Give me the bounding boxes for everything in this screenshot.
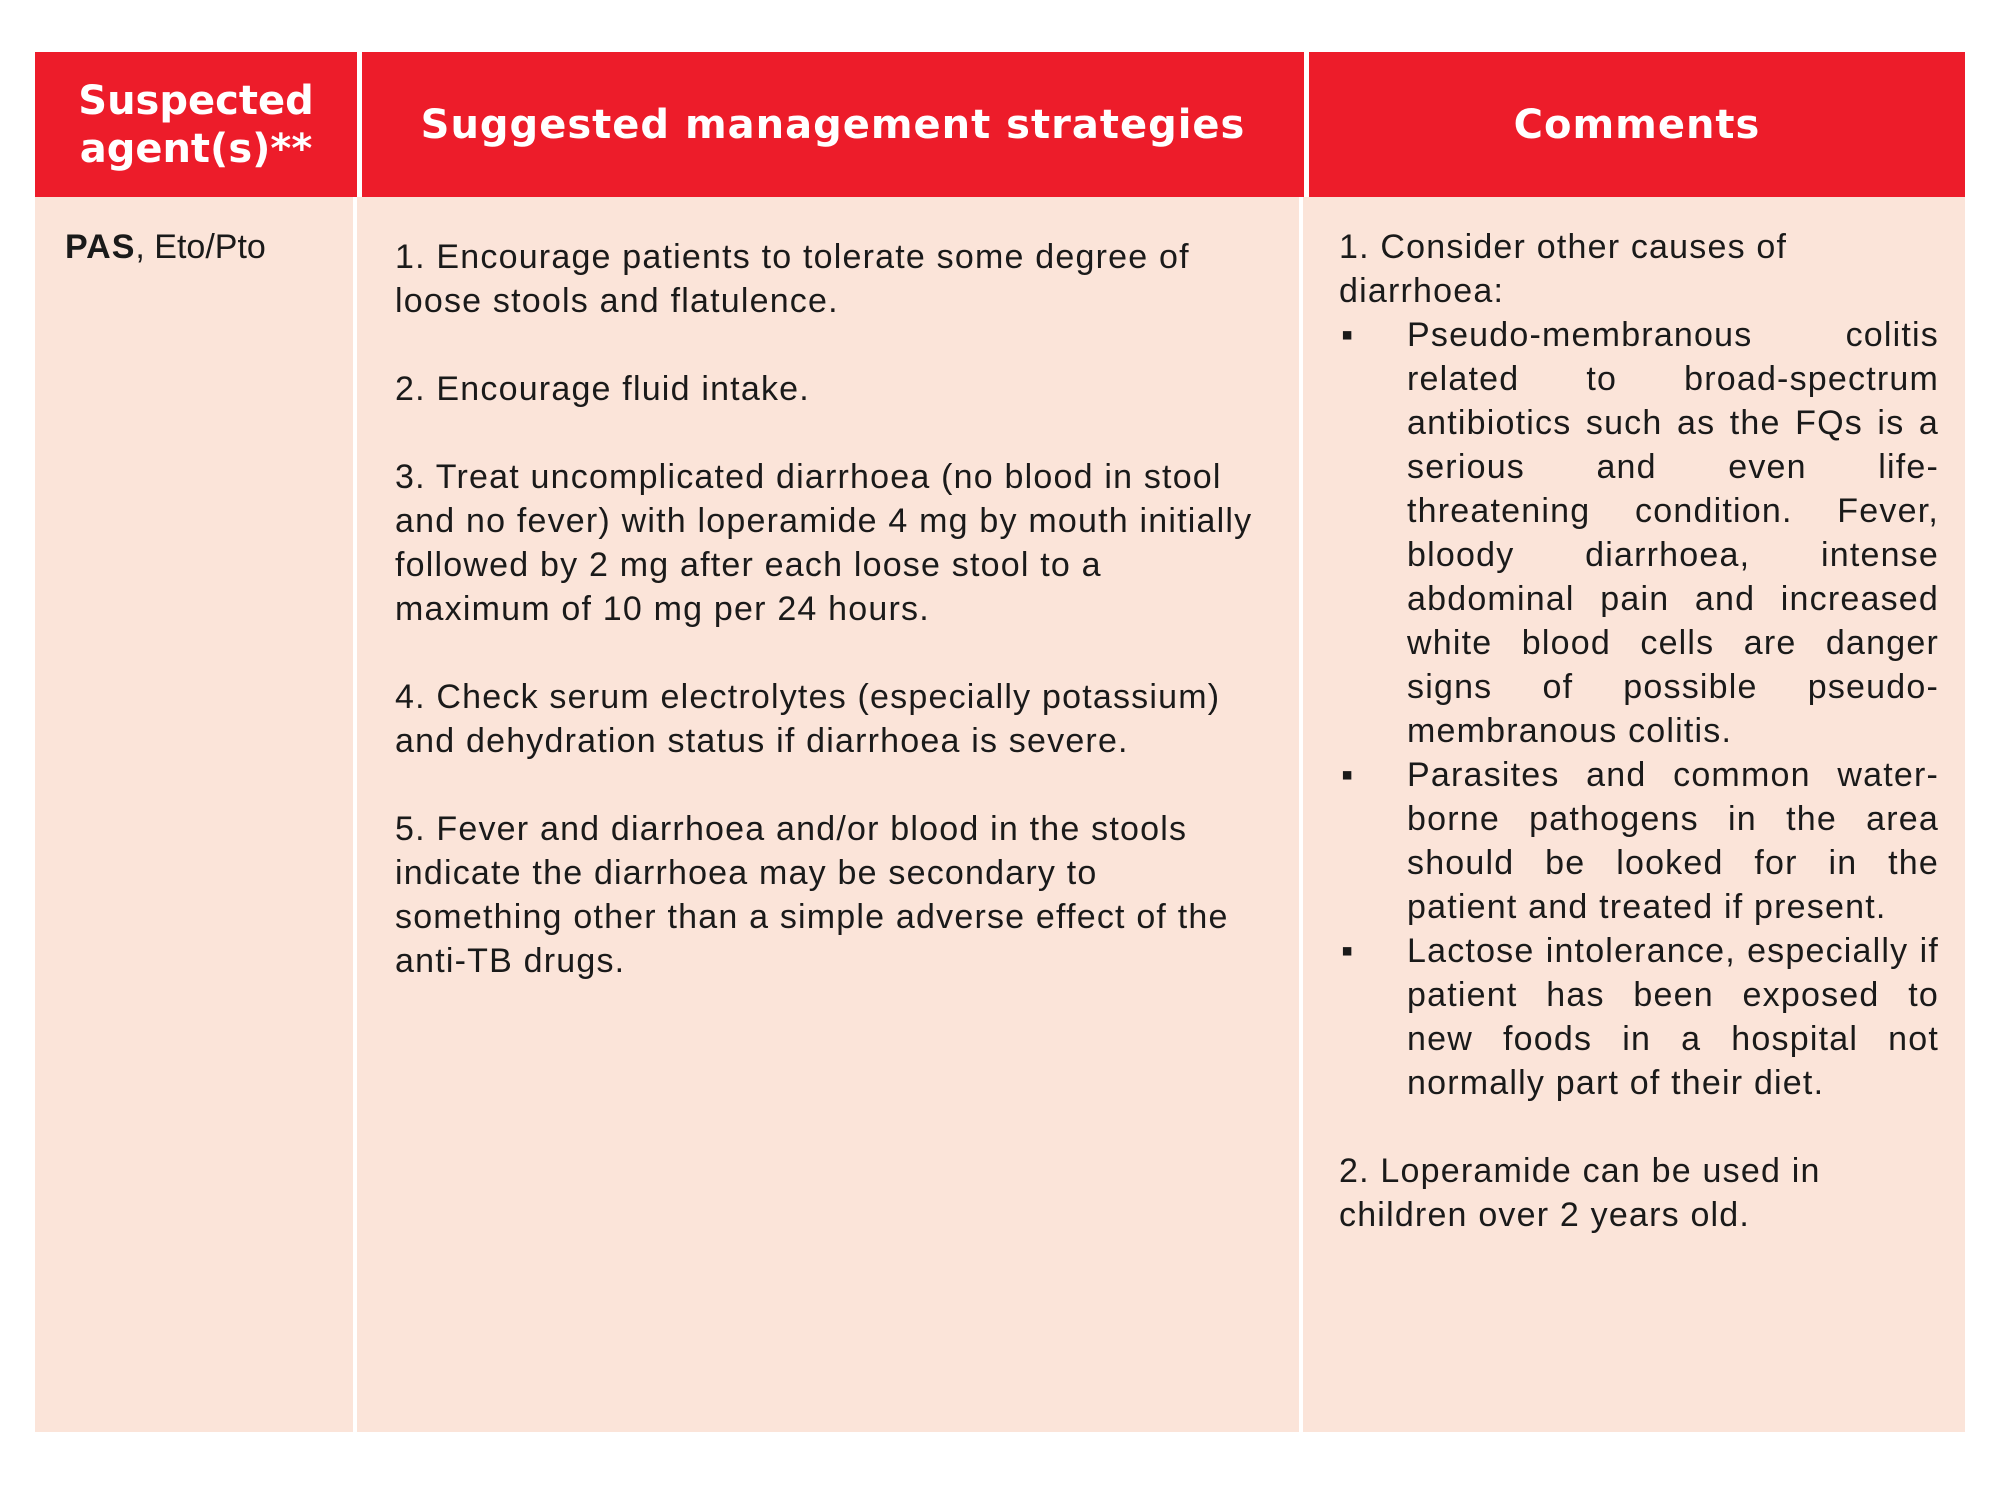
comment-bullet-list: ▪ Pseudo-membranous colitis related to br… xyxy=(1339,313,1939,1105)
strategies-cell: 1. Encourage patients to tolerate some d… xyxy=(357,197,1299,1432)
strategy-item: 4. Check serum electrolytes (especially … xyxy=(395,678,1221,760)
header-management-strategies: Suggested management strategies xyxy=(362,52,1304,197)
bullet-text: Parasites and common water-borne pathoge… xyxy=(1407,756,1939,926)
bullet-icon: ▪ xyxy=(1341,932,1355,970)
diarrhoea-management-table: Suspected agent(s)** Suggested managemen… xyxy=(35,52,1965,1432)
header-suspected-agents: Suspected agent(s)** xyxy=(35,52,357,197)
strategy-item: 3. Treat uncomplicated diarrhoea (no blo… xyxy=(395,458,1253,628)
comment-lead: 1. Consider other causes of diarrhoea: xyxy=(1339,228,1788,310)
header-agents-line-2: agent(s)** xyxy=(79,125,313,172)
agents-cell: PAS, Eto/Pto xyxy=(35,197,353,1432)
bullet-icon: ▪ xyxy=(1341,316,1355,354)
bullet-text: Pseudo-membranous colitis related to bro… xyxy=(1407,316,1939,750)
comment-last: 2. Loperamide can be used in children ov… xyxy=(1339,1152,1821,1234)
header-agents-line-1: Suspected xyxy=(78,77,314,124)
bullet-icon: ▪ xyxy=(1341,756,1355,794)
list-item: ▪ Pseudo-membranous colitis related to br… xyxy=(1339,313,1939,753)
list-item: ▪ Parasites and common water-borne pathog… xyxy=(1339,753,1939,929)
strategy-item: 2. Encourage fluid intake. xyxy=(395,370,810,408)
strategy-item: 1. Encourage patients to tolerate some d… xyxy=(395,238,1190,320)
header-comments: Comments xyxy=(1309,52,1965,197)
list-item: ▪ Lactose intolerance, especially if pati… xyxy=(1339,929,1939,1105)
agent-primary: PAS xyxy=(65,228,136,266)
comments-cell: 1. Consider other causes of diarrhoea: ▪… xyxy=(1303,197,1965,1432)
agents-text: PAS, Eto/Pto xyxy=(65,225,353,269)
strategy-item: 5. Fever and diarrhoea and/or blood in t… xyxy=(395,810,1229,980)
bullet-text: Lactose intolerance, especially if patie… xyxy=(1407,932,1939,1102)
agent-secondary: , Eto/Pto xyxy=(135,228,266,266)
